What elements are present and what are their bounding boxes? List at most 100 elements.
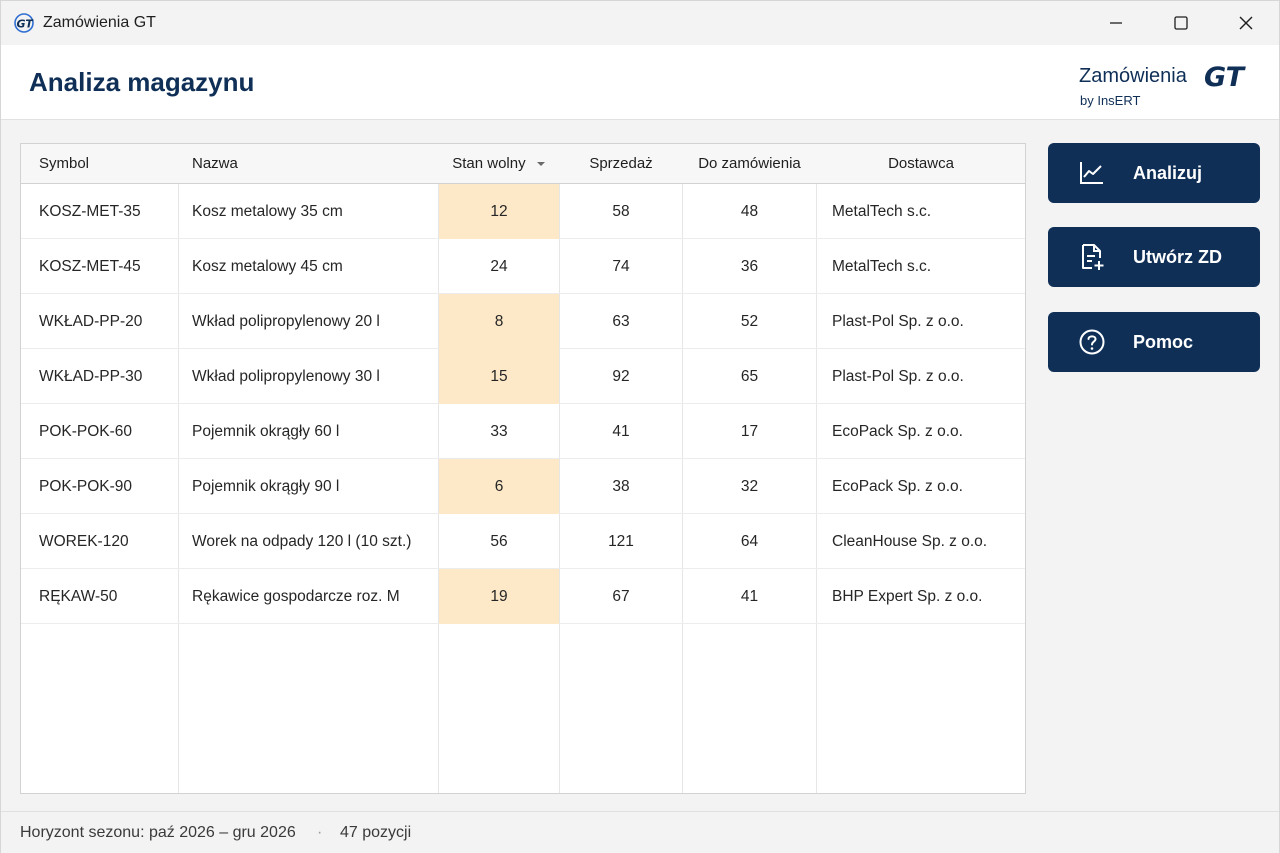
- cell-nazwa: Pojemnik okrągły 60 l: [192, 423, 340, 440]
- cell-symbol: WKŁAD-PP-20: [39, 313, 143, 330]
- cell-sprzedaz: 121: [608, 533, 634, 550]
- brand-by: by InsERT: [1080, 93, 1141, 108]
- cell-nazwa: Wkład polipropylenowy 20 l: [192, 313, 380, 330]
- column-header-stan-label: Stan wolny: [452, 155, 526, 172]
- cell-symbol: POK-POK-90: [39, 478, 133, 495]
- cell-do-zamowienia: 36: [740, 258, 759, 275]
- maximize-icon: [1174, 16, 1188, 30]
- cell-do-zamowienia: 48: [740, 203, 759, 220]
- column-header-do-zamowienia[interactable]: Do zamówienia: [698, 155, 801, 172]
- cell-sprzedaz: 63: [612, 313, 630, 330]
- table-row[interactable]: WOREK-120 Worek na odpady 120 l (10 szt.)…: [21, 514, 1025, 569]
- season-horizon: Horyzont sezonu: paź 2026 – gru 2026: [20, 824, 296, 841]
- table-header: Symbol Nazwa Stan wolny Sprzedaż Do zamó…: [21, 144, 1025, 184]
- analyze-button-label: Analizuj: [1133, 163, 1203, 183]
- cell-sprzedaz: 41: [612, 423, 630, 440]
- cell-do-zamowienia: 32: [740, 478, 759, 495]
- page-title: Analiza magazynu: [29, 67, 255, 97]
- cell-sprzedaz: 58: [612, 203, 630, 220]
- help-button-label: Pomoc: [1133, 332, 1194, 352]
- close-icon: [1239, 16, 1253, 30]
- cell-dostawca: MetalTech s.c.: [832, 203, 932, 220]
- cell-symbol: WKŁAD-PP-30: [39, 368, 143, 385]
- cell-stan-wolny: 56: [490, 533, 508, 550]
- table-row[interactable]: WKŁAD-PP-20 Wkład polipropylenowy 20 l 8 63…: [21, 294, 1025, 349]
- cell-nazwa: Rękawice gospodarcze roz. M: [192, 588, 400, 605]
- page-header: Analiza magazynu Zamówienia GT by InsERT: [1, 45, 1279, 120]
- cell-stan-wolny: 19: [439, 569, 559, 624]
- brand-name: Zamówienia: [1079, 65, 1187, 87]
- cell-sprzedaz: 92: [612, 368, 630, 385]
- minimize-icon: [1110, 22, 1122, 24]
- analyze-button[interactable]: Analizuj: [1048, 143, 1260, 203]
- cell-do-zamowienia: 64: [740, 533, 759, 550]
- cell-symbol: WOREK-120: [39, 533, 129, 550]
- status-separator: ·: [317, 824, 323, 841]
- column-header-stan-wolny[interactable]: Stan wolny: [439, 144, 559, 184]
- help-icon: [1079, 329, 1105, 355]
- column-header-symbol[interactable]: Symbol: [39, 155, 90, 172]
- brand-logo: Zamówienia GT by InsERT: [1079, 61, 1259, 109]
- help-button[interactable]: Pomoc: [1048, 312, 1260, 372]
- column-header-dostawca[interactable]: Dostawca: [888, 155, 954, 172]
- cell-nazwa: Pojemnik okrągły 90 l: [192, 478, 340, 495]
- cell-symbol: KOSZ-MET-35: [39, 203, 141, 220]
- svg-text:GT: GT: [17, 18, 35, 31]
- cell-stan-wolny: 12: [439, 184, 559, 239]
- cell-stan-wolny: 15: [439, 349, 559, 404]
- table-row[interactable]: POK-POK-90 Pojemnik okrągły 90 l 6 38 32 EcoP…: [21, 459, 1025, 514]
- status-bar: Horyzont sezonu: paź 2026 – gru 2026 · 4…: [1, 811, 1279, 853]
- create-zd-button-label: Utwórz ZD: [1133, 247, 1222, 267]
- gt-logo-icon: GT: [14, 13, 35, 33]
- column-divider: [438, 144, 439, 793]
- cell-dostawca: BHP Expert Sp. z o.o.: [832, 588, 983, 605]
- cell-stan-wolny: 6: [439, 459, 559, 514]
- cell-sprzedaz: 67: [612, 588, 630, 605]
- chart-line-icon: [1080, 162, 1103, 184]
- table-row[interactable]: KOSZ-MET-35 Kosz metalowy 35 cm 12 58 48 Meta…: [21, 184, 1025, 239]
- close-button[interactable]: [1213, 1, 1279, 45]
- column-header-sprzedaz[interactable]: Sprzedaż: [589, 155, 653, 172]
- cell-dostawca: Plast-Pol Sp. z o.o.: [832, 313, 964, 330]
- create-zd-button[interactable]: Utwórz ZD: [1048, 227, 1260, 287]
- cell-dostawca: Plast-Pol Sp. z o.o.: [832, 368, 964, 385]
- table-row[interactable]: RĘKAW-50 Rękawice gospodarcze roz. M 19 67 4…: [21, 569, 1025, 624]
- cell-do-zamowienia: 41: [740, 588, 759, 605]
- cell-do-zamowienia: 52: [740, 313, 759, 330]
- cell-nazwa: Kosz metalowy 35 cm: [192, 203, 343, 220]
- minimize-button[interactable]: [1083, 1, 1149, 45]
- table-row[interactable]: KOSZ-MET-45 Kosz metalowy 45 cm 24 74 36 Meta…: [21, 239, 1025, 294]
- cell-sprzedaz: 74: [612, 258, 630, 275]
- brand-gt-text: GT: [1204, 62, 1247, 91]
- cell-nazwa: Kosz metalowy 45 cm: [192, 258, 343, 275]
- stock-table: Symbol Nazwa Stan wolny Sprzedaż Do zamó…: [20, 143, 1026, 794]
- column-divider: [178, 144, 179, 793]
- cell-symbol: KOSZ-MET-45: [39, 258, 141, 275]
- brand-gt-mark: GT: [1204, 62, 1247, 91]
- cell-dostawca: MetalTech s.c.: [832, 258, 932, 275]
- table-row[interactable]: WKŁAD-PP-30 Wkład polipropylenowy 30 l 15 9…: [21, 349, 1025, 404]
- cell-nazwa: Worek na odpady 120 l (10 szt.): [192, 533, 412, 550]
- cell-do-zamowienia: 65: [740, 368, 759, 385]
- column-divider: [816, 144, 817, 793]
- window-title: Zamówienia GT: [43, 14, 156, 31]
- sort-descending-icon: [536, 162, 545, 167]
- cell-dostawca: EcoPack Sp. z o.o.: [832, 423, 963, 440]
- title-bar: GT Zamówienia GT: [1, 1, 1279, 45]
- cell-symbol: RĘKAW-50: [39, 588, 118, 605]
- cell-do-zamowienia: 17: [740, 423, 759, 440]
- cell-nazwa: Wkład polipropylenowy 30 l: [192, 368, 380, 385]
- cell-stan-wolny: 24: [490, 258, 508, 275]
- cell-dostawca: EcoPack Sp. z o.o.: [832, 478, 963, 495]
- maximize-button[interactable]: [1148, 1, 1214, 45]
- cell-stan-wolny: 8: [439, 294, 559, 349]
- cell-sprzedaz: 38: [612, 478, 630, 495]
- item-count: 47 pozycji: [340, 824, 412, 841]
- document-add-icon: [1082, 244, 1104, 270]
- column-header-nazwa[interactable]: Nazwa: [192, 155, 238, 172]
- table-row[interactable]: POK-POK-60 Pojemnik okrągły 60 l 33 41 17 Eco…: [21, 404, 1025, 459]
- cell-symbol: POK-POK-60: [39, 423, 133, 440]
- cell-dostawca: CleanHouse Sp. z o.o.: [832, 533, 988, 550]
- column-divider: [682, 144, 683, 793]
